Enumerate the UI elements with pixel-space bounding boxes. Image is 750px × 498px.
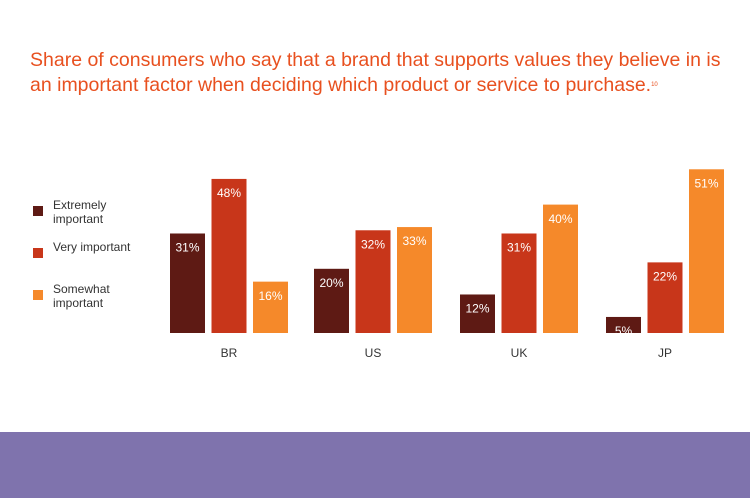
chart-title: Share of consumers who say that a brand …	[30, 49, 721, 96]
bar	[355, 230, 391, 333]
bar	[606, 316, 641, 333]
value-label: 20%	[319, 276, 343, 290]
x-tick-label: UK	[511, 346, 528, 360]
bar	[253, 281, 288, 333]
value-label: 33%	[402, 234, 426, 248]
bar	[314, 268, 349, 333]
x-tick-label: JP	[658, 346, 672, 360]
value-label: 40%	[548, 212, 572, 226]
value-label: 48%	[217, 186, 241, 200]
value-label: 31%	[507, 241, 531, 255]
footer-band	[0, 432, 750, 498]
footnote: 10	[651, 82, 658, 88]
legend-swatch	[33, 290, 43, 300]
value-label: 32%	[361, 237, 385, 251]
value-label: 31%	[175, 241, 199, 255]
legend-label: Very important	[53, 240, 131, 254]
legend-swatch	[33, 248, 43, 258]
legend-label: Extremely important	[53, 198, 107, 226]
value-label: 5%	[615, 324, 633, 338]
chart-title-block: Share of consumers who say that a brand …	[30, 48, 730, 98]
x-tick-label: US	[365, 346, 382, 360]
bar	[689, 169, 724, 333]
bar	[211, 178, 247, 333]
value-label: 12%	[465, 302, 489, 316]
legend-label: Somewhat important	[53, 282, 110, 310]
bar	[170, 233, 205, 333]
x-tick-label: BR	[221, 346, 238, 360]
bar	[397, 227, 432, 333]
value-label: 51%	[694, 176, 718, 190]
bar	[543, 204, 578, 333]
bar	[460, 294, 495, 333]
bar	[647, 262, 683, 333]
chart: 31% 48% 16% BR 20% 32% 33% US 12% 31% 40% UK 5% 22% 51…	[170, 169, 724, 360]
bar	[501, 233, 537, 333]
value-label: 22%	[653, 270, 677, 284]
legend-swatch	[33, 206, 43, 216]
value-label: 16%	[258, 289, 282, 303]
